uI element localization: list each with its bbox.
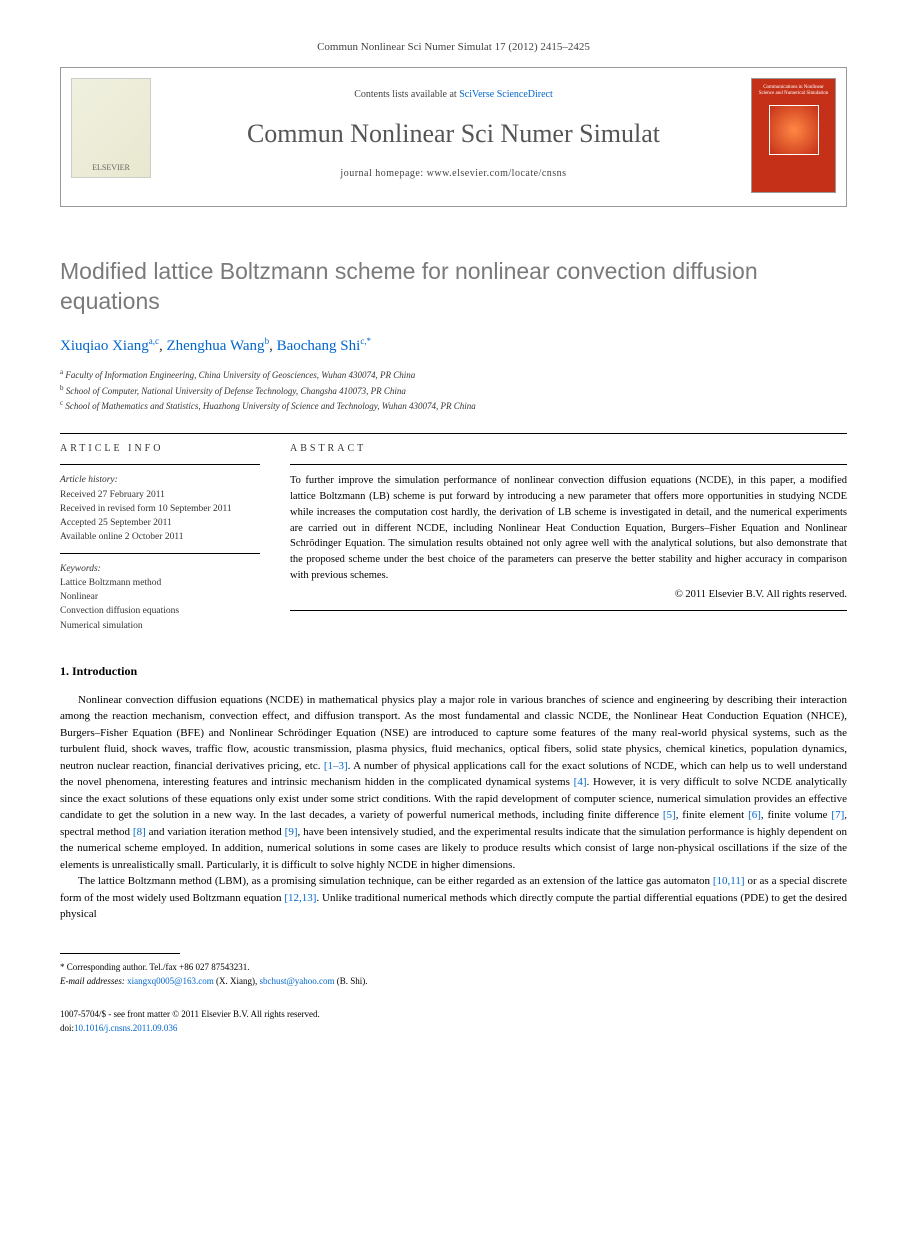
elsevier-logo-label: ELSEVIER — [92, 162, 130, 173]
doi-line: doi:10.1016/j.cnsns.2011.09.036 — [60, 1022, 847, 1036]
article-info-label: ARTICLE INFO — [60, 442, 260, 456]
doi-label: doi: — [60, 1023, 74, 1033]
article-title: Modified lattice Boltzmann scheme for no… — [60, 257, 847, 317]
affil-c-sup: c — [60, 399, 63, 407]
abstract-divider-2 — [290, 610, 847, 611]
author-1[interactable]: Xiuqiao Xianga,c — [60, 338, 159, 354]
author-2-name: Zhenghua Wang — [166, 338, 264, 354]
email-shi[interactable]: sbchust@yahoo.com — [259, 976, 334, 986]
corresponding-author-block: * Corresponding author. Tel./fax +86 027… — [60, 960, 847, 989]
journal-cover-text: Communications in Nonlinear Science and … — [758, 85, 829, 97]
affiliations: a Faculty of Information Engineering, Ch… — [60, 367, 847, 413]
ref-10-11[interactable]: [10,11] — [713, 875, 745, 887]
email-xiang-author: (X. Xiang), — [214, 976, 260, 986]
ref-5[interactable]: [5] — [663, 809, 676, 821]
author-3-name: Baochang Shi — [277, 338, 361, 354]
contents-prefix: Contents lists available at — [354, 89, 459, 100]
intro-paragraph-1: Nonlinear convection diffusion equations… — [60, 692, 847, 874]
abstract-label: ABSTRACT — [290, 442, 847, 456]
p1-t5: , finite volume — [761, 809, 832, 821]
keywords-heading: Keywords: — [60, 562, 260, 576]
affil-a-sup: a — [60, 368, 63, 376]
affiliation-a: a Faculty of Information Engineering, Ch… — [60, 367, 847, 382]
email-shi-author: (B. Shi). — [334, 976, 367, 986]
keyword-3: Convection diffusion equations — [60, 604, 260, 618]
article-info-column: ARTICLE INFO Article history: Received 2… — [60, 442, 260, 633]
affil-b-sup: b — [60, 384, 64, 392]
keyword-2: Nonlinear — [60, 590, 260, 604]
homepage-url[interactable]: www.elsevier.com/locate/cnsns — [427, 168, 567, 179]
ref-6[interactable]: [6] — [748, 809, 761, 821]
journal-cover-thumbnail: Communications in Nonlinear Science and … — [751, 78, 836, 193]
affiliation-c: c School of Mathematics and Statistics, … — [60, 398, 847, 413]
abstract-divider-1 — [290, 464, 847, 465]
info-divider-1 — [60, 464, 260, 465]
footer-copyright: 1007-5704/$ - see front matter © 2011 El… — [60, 1008, 847, 1035]
top-divider — [60, 433, 847, 434]
author-2[interactable]: Zhenghua Wangb — [166, 338, 269, 354]
contents-available-line: Contents lists available at SciVerse Sci… — [61, 88, 846, 102]
sciencedirect-link[interactable]: SciVerse ScienceDirect — [459, 89, 553, 100]
ref-1-3[interactable]: [1–3] — [324, 760, 348, 772]
ref-7[interactable]: [7] — [831, 809, 844, 821]
history-heading: Article history: — [60, 473, 260, 487]
authors-line: Xiuqiao Xianga,c, Zhenghua Wangb, Baocha… — [60, 335, 847, 357]
p2-t1: The lattice Boltzmann method (LBM), as a… — [78, 875, 713, 887]
ref-12-13[interactable]: [12,13] — [284, 892, 316, 904]
author-3-sup: c,* — [360, 336, 371, 346]
history-received: Received 27 February 2011 — [60, 488, 260, 502]
article-history-block: Article history: Received 27 February 20… — [60, 473, 260, 544]
email-xiang[interactable]: xiangxq0005@163.com — [127, 976, 214, 986]
p1-t7: and variation iteration method — [146, 826, 285, 838]
footer-divider — [60, 953, 180, 954]
ref-9[interactable]: [9] — [285, 826, 298, 838]
issn-line: 1007-5704/$ - see front matter © 2011 El… — [60, 1008, 847, 1022]
keyword-4: Numerical simulation — [60, 619, 260, 633]
history-online: Available online 2 October 2011 — [60, 530, 260, 544]
author-1-sup: a,c — [149, 336, 159, 346]
keyword-1: Lattice Boltzmann method — [60, 576, 260, 590]
info-abstract-row: ARTICLE INFO Article history: Received 2… — [60, 442, 847, 633]
intro-paragraph-2: The lattice Boltzmann method (LBM), as a… — [60, 873, 847, 923]
homepage-line: journal homepage: www.elsevier.com/locat… — [61, 167, 846, 181]
introduction-heading: 1. Introduction — [60, 663, 847, 680]
homepage-prefix: journal homepage: — [340, 168, 426, 179]
info-divider-2 — [60, 553, 260, 554]
journal-header-box: ELSEVIER Contents lists available at Sci… — [60, 67, 847, 207]
keywords-block: Keywords: Lattice Boltzmann method Nonli… — [60, 562, 260, 633]
p1-t4: , finite element — [676, 809, 748, 821]
email-line: E-mail addresses: xiangxq0005@163.com (X… — [60, 974, 847, 988]
author-2-sup: b — [265, 336, 270, 346]
page-container: Commun Nonlinear Sci Numer Simulat 17 (2… — [0, 0, 907, 1075]
author-1-name: Xiuqiao Xiang — [60, 338, 149, 354]
elsevier-logo: ELSEVIER — [71, 78, 151, 178]
doi-link[interactable]: 10.1016/j.cnsns.2011.09.036 — [74, 1023, 177, 1033]
journal-name: Commun Nonlinear Sci Numer Simulat — [61, 116, 846, 152]
ref-4[interactable]: [4] — [574, 776, 587, 788]
affiliation-b: b School of Computer, National Universit… — [60, 383, 847, 398]
header-center: Contents lists available at SciVerse Sci… — [61, 68, 846, 180]
affil-b-text: School of Computer, National University … — [66, 386, 406, 396]
affil-c-text: School of Mathematics and Statistics, Hu… — [65, 401, 475, 411]
author-3[interactable]: Baochang Shic,* — [277, 338, 372, 354]
abstract-copyright: © 2011 Elsevier B.V. All rights reserved… — [290, 588, 847, 603]
email-label: E-mail addresses: — [60, 976, 127, 986]
affil-a-text: Faculty of Information Engineering, Chin… — [65, 370, 415, 380]
journal-cover-graphic — [769, 105, 819, 155]
history-revised: Received in revised form 10 September 20… — [60, 502, 260, 516]
abstract-text: To further improve the simulation perfor… — [290, 473, 847, 583]
header-citation: Commun Nonlinear Sci Numer Simulat 17 (2… — [60, 40, 847, 55]
ref-8[interactable]: [8] — [133, 826, 146, 838]
abstract-column: ABSTRACT To further improve the simulati… — [290, 442, 847, 633]
corresponding-label: * Corresponding author. Tel./fax +86 027… — [60, 960, 847, 974]
history-accepted: Accepted 25 September 2011 — [60, 516, 260, 530]
